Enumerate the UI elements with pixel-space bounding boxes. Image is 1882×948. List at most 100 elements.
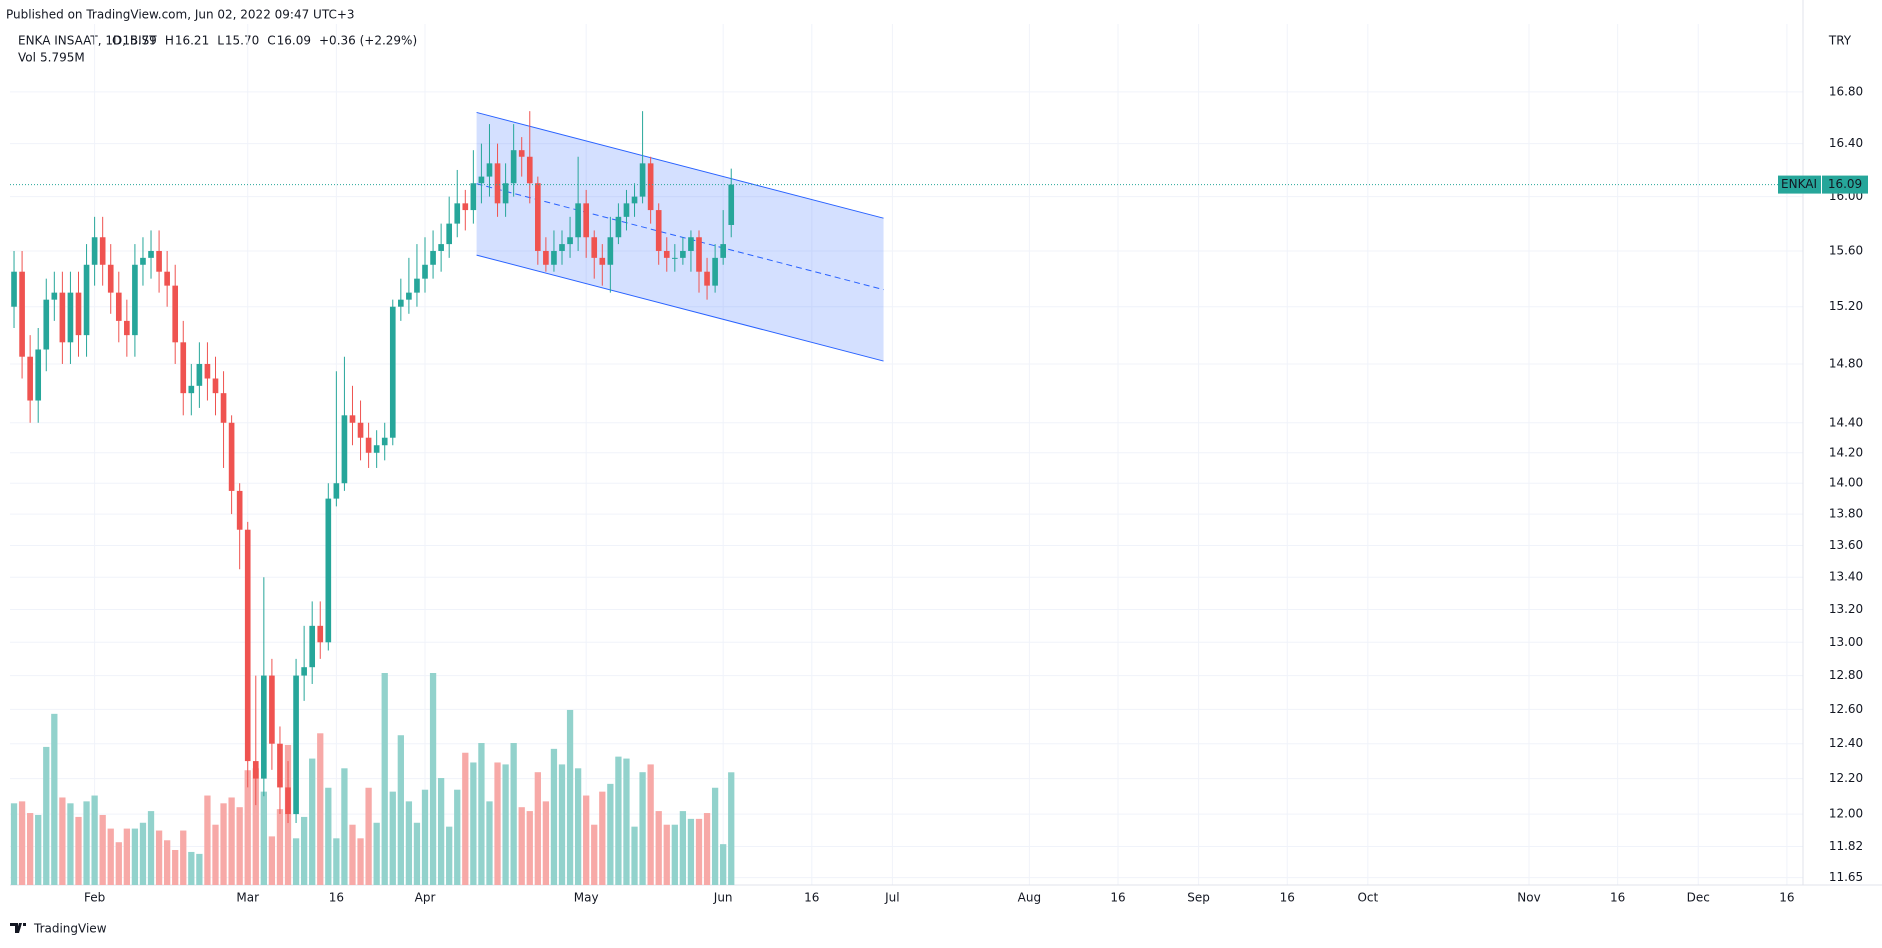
candle-body (720, 244, 726, 258)
legend-l-label: L (217, 34, 224, 48)
candle-body (583, 203, 589, 238)
volume-bar (558, 764, 566, 885)
x-tick-label: Mar (236, 891, 259, 905)
volume-bar (10, 803, 18, 885)
candle-body (83, 264, 90, 336)
candle-body (486, 163, 493, 177)
candle-body (591, 237, 598, 258)
candle-body (535, 183, 541, 251)
candle-body (389, 306, 396, 438)
candle-body (478, 176, 485, 184)
candle-body (188, 385, 195, 394)
volume-bar (679, 811, 687, 885)
candle-body (406, 292, 412, 300)
candle-body (647, 163, 654, 211)
volume-bar (720, 844, 727, 885)
y-tick-label: 14.40 (1829, 415, 1863, 429)
candle-body (680, 250, 686, 258)
volume-bar (534, 772, 541, 885)
candle-body (67, 292, 74, 343)
x-tick-label: Jun (713, 891, 733, 905)
volume-bar (196, 853, 203, 885)
volume-bar (639, 772, 646, 885)
legend-c-value: 16.09 (277, 34, 311, 48)
volume-bar (510, 743, 517, 885)
volume-bar (502, 764, 509, 885)
candle-body (559, 244, 565, 251)
volume-bar (478, 743, 485, 885)
x-tick-label: 16 (329, 891, 344, 905)
volume-bar (51, 713, 58, 885)
y-tick-label: 15.20 (1829, 299, 1863, 313)
volume-bar (35, 814, 42, 885)
x-tick-label: Jul (884, 891, 899, 905)
y-tick-label: 13.00 (1829, 635, 1863, 649)
y-tick-label: 13.80 (1829, 507, 1863, 521)
volume-bar (59, 797, 66, 885)
volume-bar (188, 851, 195, 885)
candle-body (51, 292, 58, 300)
candle-body (502, 183, 509, 204)
volume-bar (357, 838, 364, 885)
volume-bar (486, 801, 493, 885)
candle-body (325, 498, 332, 643)
volume-bar (309, 758, 316, 885)
candle-body (615, 216, 622, 238)
volume-bar (591, 824, 598, 885)
volume-bar (599, 791, 606, 885)
legend-h-label: H (165, 34, 174, 48)
volume-bar (687, 818, 695, 885)
candle-body (663, 250, 670, 258)
volume-bar (647, 764, 654, 885)
candle-body (261, 675, 267, 779)
candle-body (91, 237, 98, 265)
candle-body (172, 285, 179, 343)
y-tick-label: 11.65 (1829, 870, 1863, 884)
y-tick-label: 12.20 (1829, 771, 1863, 785)
candle-body (728, 184, 735, 225)
volume-bar (155, 830, 163, 885)
y-tick-label: 14.80 (1829, 356, 1863, 370)
x-tick-label: May (574, 891, 599, 905)
volume-bar (655, 811, 662, 885)
volume-bar (437, 778, 445, 885)
candle-body (373, 445, 380, 453)
legend-change: +0.36 (+2.29%) (319, 34, 417, 48)
candle-body (204, 363, 211, 379)
y-tick-label: 13.60 (1829, 538, 1863, 552)
volume-bar (99, 814, 106, 885)
x-tick-label: Aug (1018, 891, 1041, 905)
footer-brand: TradingView (33, 922, 107, 936)
volume-bar (550, 748, 558, 885)
candle-body (398, 299, 404, 307)
legend: ENKA INSAAT, 1D, BIST Vol O 15.79 H 16.21 L 1… (18, 34, 417, 65)
volume-bar (172, 849, 179, 885)
candle-body (293, 675, 299, 815)
volume-bar (212, 824, 219, 885)
legend-o-label: O (112, 34, 121, 48)
volume-bar (607, 783, 614, 885)
candle-body (333, 483, 340, 499)
candle-body (212, 378, 219, 394)
candle-body (252, 761, 259, 779)
volume-bar (381, 673, 388, 885)
y-tick-label: 12.60 (1829, 702, 1863, 716)
candle-body (19, 271, 25, 357)
volume-bar (180, 830, 187, 885)
volume-bar (623, 758, 630, 885)
candle-body (631, 196, 638, 204)
volume-bar (123, 828, 130, 885)
volume-bar (397, 735, 404, 885)
volume-bar (131, 828, 139, 885)
price-tag-value: 16.09 (1828, 177, 1862, 191)
price-tag-symbol-box (1778, 175, 1821, 194)
candle-body (696, 237, 702, 272)
candle-body (704, 271, 710, 286)
volume-bar (139, 822, 147, 885)
y-tick-label: 11.82 (1829, 839, 1863, 853)
candle-body (277, 743, 283, 788)
channel-lower (476, 254, 884, 362)
candle-body (301, 667, 307, 676)
candle-body (27, 356, 33, 401)
